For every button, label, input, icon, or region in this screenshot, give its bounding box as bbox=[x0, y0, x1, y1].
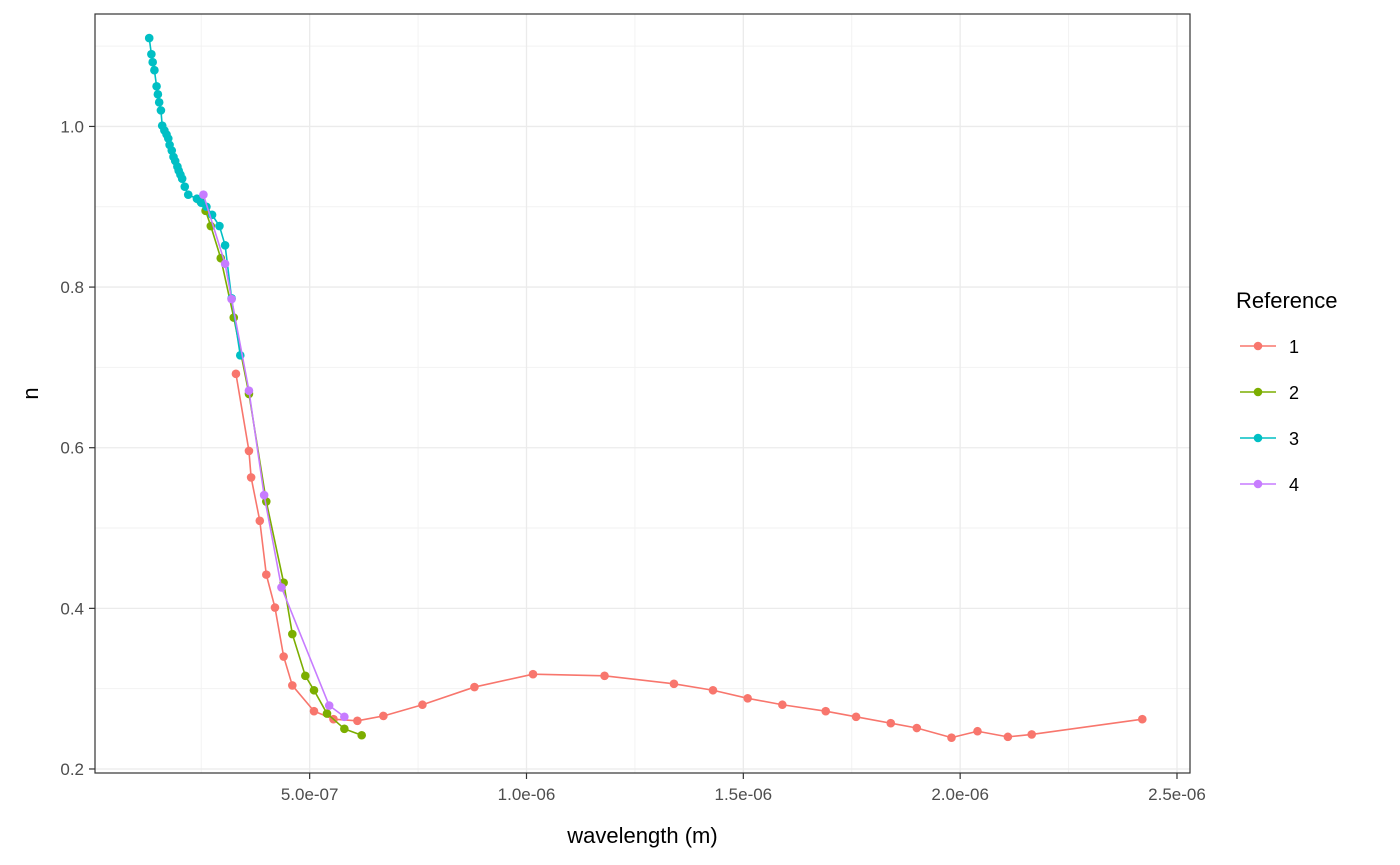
data-point bbox=[215, 221, 224, 231]
x-tick-label: 1.5e-06 bbox=[714, 785, 772, 804]
legend-item-3: 3 bbox=[1240, 429, 1299, 449]
legend-title: Reference bbox=[1236, 288, 1338, 313]
data-point bbox=[177, 174, 187, 183]
data-point bbox=[301, 671, 310, 681]
data-point bbox=[148, 57, 157, 67]
legend-item-1: 1 bbox=[1240, 337, 1299, 357]
data-point bbox=[231, 369, 241, 379]
data-point bbox=[277, 583, 286, 592]
y-tick-label: 0.2 bbox=[60, 760, 84, 779]
data-point bbox=[886, 718, 896, 728]
legend: Reference 1 2 3 4 bbox=[1236, 288, 1338, 495]
data-point bbox=[947, 733, 956, 742]
data-point bbox=[255, 516, 265, 526]
data-point bbox=[144, 33, 154, 43]
x-tick-label: 5.0e-07 bbox=[281, 785, 339, 804]
y-tick-label: 0.6 bbox=[60, 439, 84, 458]
x-tick-label: 1.0e-06 bbox=[498, 785, 556, 804]
data-point bbox=[1138, 714, 1147, 724]
data-point bbox=[220, 259, 230, 269]
data-point bbox=[270, 603, 280, 612]
data-point bbox=[309, 685, 319, 695]
data-point bbox=[244, 386, 254, 395]
data-point bbox=[154, 98, 164, 107]
legend-item-2: 2 bbox=[1240, 383, 1299, 403]
legend-label: 3 bbox=[1289, 429, 1299, 449]
data-point bbox=[288, 681, 297, 690]
data-point bbox=[183, 190, 193, 200]
data-point bbox=[357, 730, 367, 740]
series-4 bbox=[199, 190, 349, 722]
data-point bbox=[262, 570, 271, 579]
y-tick-label: 1.0 bbox=[60, 117, 84, 136]
x-tick-label: 2.5e-06 bbox=[1148, 785, 1206, 804]
data-point bbox=[152, 81, 161, 91]
data-point bbox=[180, 182, 190, 191]
data-point bbox=[470, 682, 479, 692]
series-3 bbox=[144, 33, 245, 360]
data-point bbox=[418, 700, 427, 710]
data-point bbox=[163, 134, 173, 143]
data-point bbox=[322, 709, 332, 718]
data-point bbox=[150, 65, 159, 75]
data-point bbox=[259, 490, 269, 500]
series-line bbox=[235, 373, 1143, 739]
series-1 bbox=[231, 369, 1147, 742]
x-axis: 5.0e-07 1.0e-06 1.5e-06 2.0e-06 2.5e-06 bbox=[281, 773, 1206, 804]
data-point bbox=[147, 49, 156, 59]
data-point bbox=[912, 723, 922, 733]
data-point bbox=[309, 706, 319, 716]
data-point bbox=[156, 106, 166, 115]
data-point bbox=[288, 629, 297, 639]
data-point bbox=[340, 724, 349, 734]
y-tick-label: 0.8 bbox=[60, 278, 84, 297]
data-point bbox=[708, 685, 718, 695]
legend-label: 2 bbox=[1289, 383, 1299, 403]
data-point bbox=[379, 711, 388, 721]
legend-key-point bbox=[1253, 479, 1263, 489]
x-tick-label: 2.0e-06 bbox=[931, 785, 989, 804]
data-point bbox=[167, 146, 177, 155]
legend-key-point bbox=[1253, 387, 1263, 397]
data-point bbox=[1003, 732, 1013, 742]
data-point bbox=[600, 671, 609, 681]
data-point bbox=[227, 294, 236, 304]
data-point bbox=[153, 90, 163, 99]
y-axis: 0.2 0.4 0.6 0.8 1.0 bbox=[60, 117, 95, 779]
series-line bbox=[202, 194, 345, 718]
legend-label: 4 bbox=[1289, 475, 1299, 495]
data-point bbox=[220, 241, 230, 250]
data-point bbox=[743, 694, 752, 703]
data-point bbox=[279, 652, 288, 661]
data-point bbox=[244, 446, 254, 456]
x-axis-title: wavelength (m) bbox=[566, 823, 717, 848]
data-point bbox=[246, 473, 256, 482]
grid-major bbox=[95, 14, 1190, 773]
data-point bbox=[199, 190, 208, 200]
grid-minor bbox=[95, 14, 1190, 773]
data-point bbox=[778, 700, 787, 710]
data-point bbox=[340, 712, 349, 722]
data-point bbox=[324, 701, 334, 710]
plot-panel-border bbox=[94, 13, 1191, 774]
data-point bbox=[669, 679, 679, 689]
legend-key-point bbox=[1253, 341, 1263, 351]
data-point bbox=[851, 712, 861, 722]
data-point bbox=[353, 716, 362, 726]
data-point bbox=[528, 669, 538, 679]
legend-item-4: 4 bbox=[1240, 475, 1299, 495]
series-line bbox=[199, 200, 362, 737]
legend-label: 1 bbox=[1289, 337, 1299, 357]
legend-key-point bbox=[1253, 433, 1263, 443]
data-point bbox=[1027, 730, 1037, 739]
data-point bbox=[973, 726, 982, 736]
y-axis-title: n bbox=[18, 387, 43, 399]
data-point bbox=[821, 706, 831, 716]
y-tick-label: 0.4 bbox=[60, 599, 84, 618]
series-layer bbox=[144, 33, 1147, 742]
